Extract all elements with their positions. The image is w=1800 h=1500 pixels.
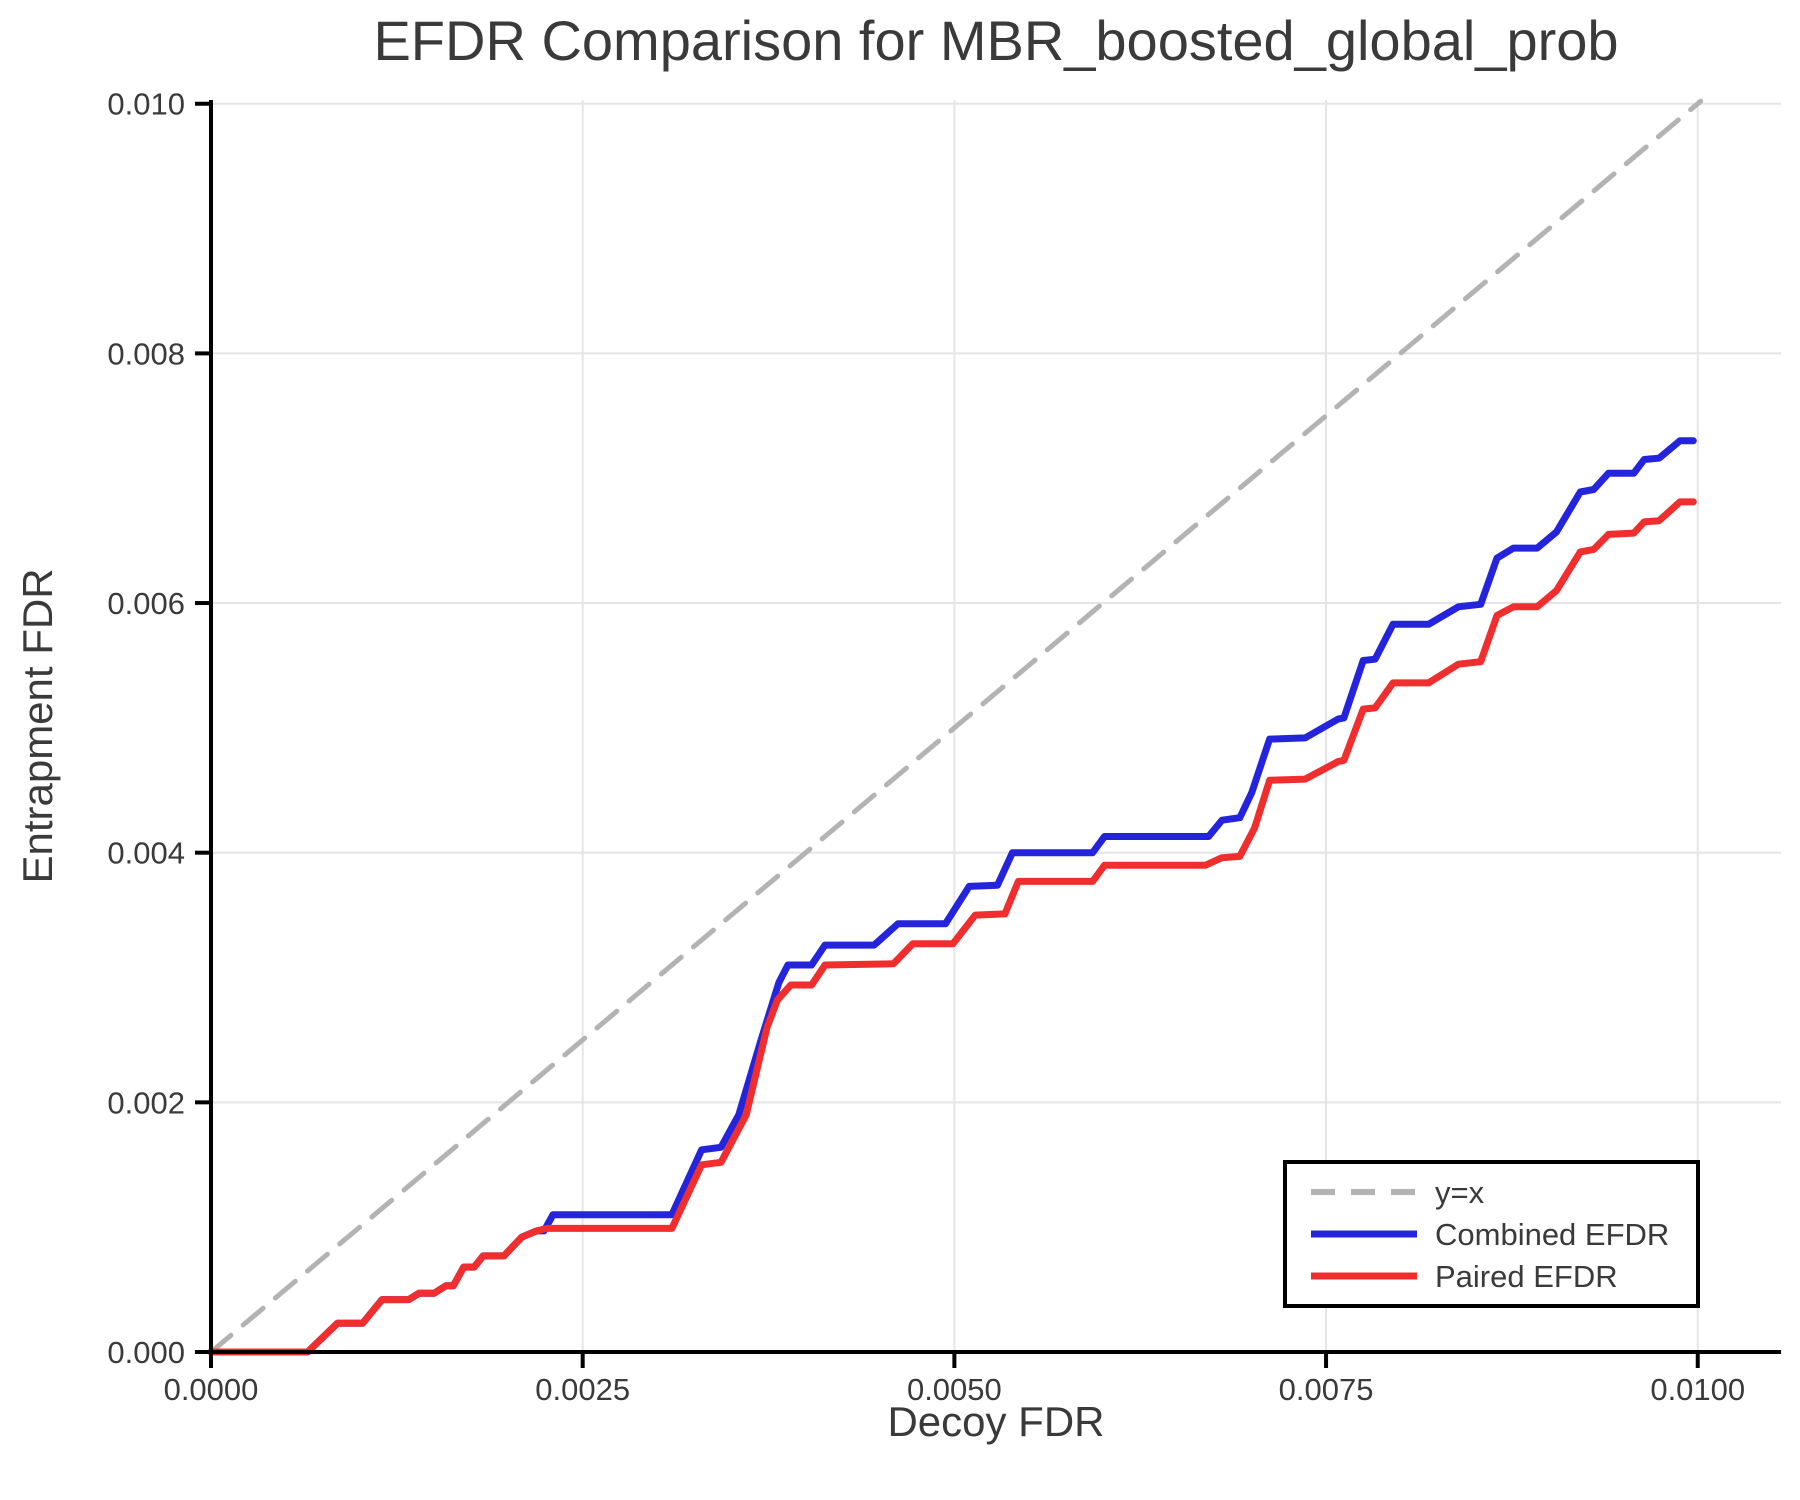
dashed-line-icon: [1311, 1189, 1417, 1195]
series-line-y-x: [208, 98, 1704, 1355]
legend-label-combined: Combined EFDR: [1435, 1216, 1670, 1252]
y-tick-label: 0.002: [107, 1085, 185, 1120]
legend-entry-paired: Paired EFDR: [1309, 1255, 1696, 1297]
solid-line-icon: [1311, 1230, 1417, 1238]
x-tick-label: 0.0000: [164, 1372, 259, 1407]
y-tick-label: 0.006: [107, 586, 185, 621]
y-axis-label: Entrapment FDR: [14, 568, 61, 884]
legend-entry-combined: Combined EFDR: [1309, 1213, 1696, 1255]
x-axis-label: Decoy FDR: [887, 1398, 1105, 1445]
x-tick-label: 0.0100: [1650, 1372, 1745, 1407]
y-tick-label: 0.004: [107, 836, 185, 871]
legend-label-paired: Paired EFDR: [1435, 1258, 1618, 1294]
legend-entry-identity: y=x: [1309, 1171, 1696, 1213]
x-tick-label: 0.0050: [907, 1372, 1002, 1407]
y-tick-label: 0.008: [107, 336, 185, 371]
y-tick-label: 0.010: [107, 87, 185, 122]
solid-line-icon: [1311, 1272, 1417, 1280]
y-tick-label: 0.000: [107, 1335, 185, 1370]
chart-title: EFDR Comparison for MBR_boosted_global_p…: [373, 9, 1619, 72]
x-tick-label: 0.0075: [1279, 1372, 1374, 1407]
series-line-paired-efdr: [207, 498, 1697, 1356]
legend-label-identity: y=x: [1435, 1174, 1485, 1210]
legend: y=x Combined EFDR Paired EFDR: [1283, 1160, 1700, 1308]
x-tick-label: 0.0025: [535, 1372, 630, 1407]
